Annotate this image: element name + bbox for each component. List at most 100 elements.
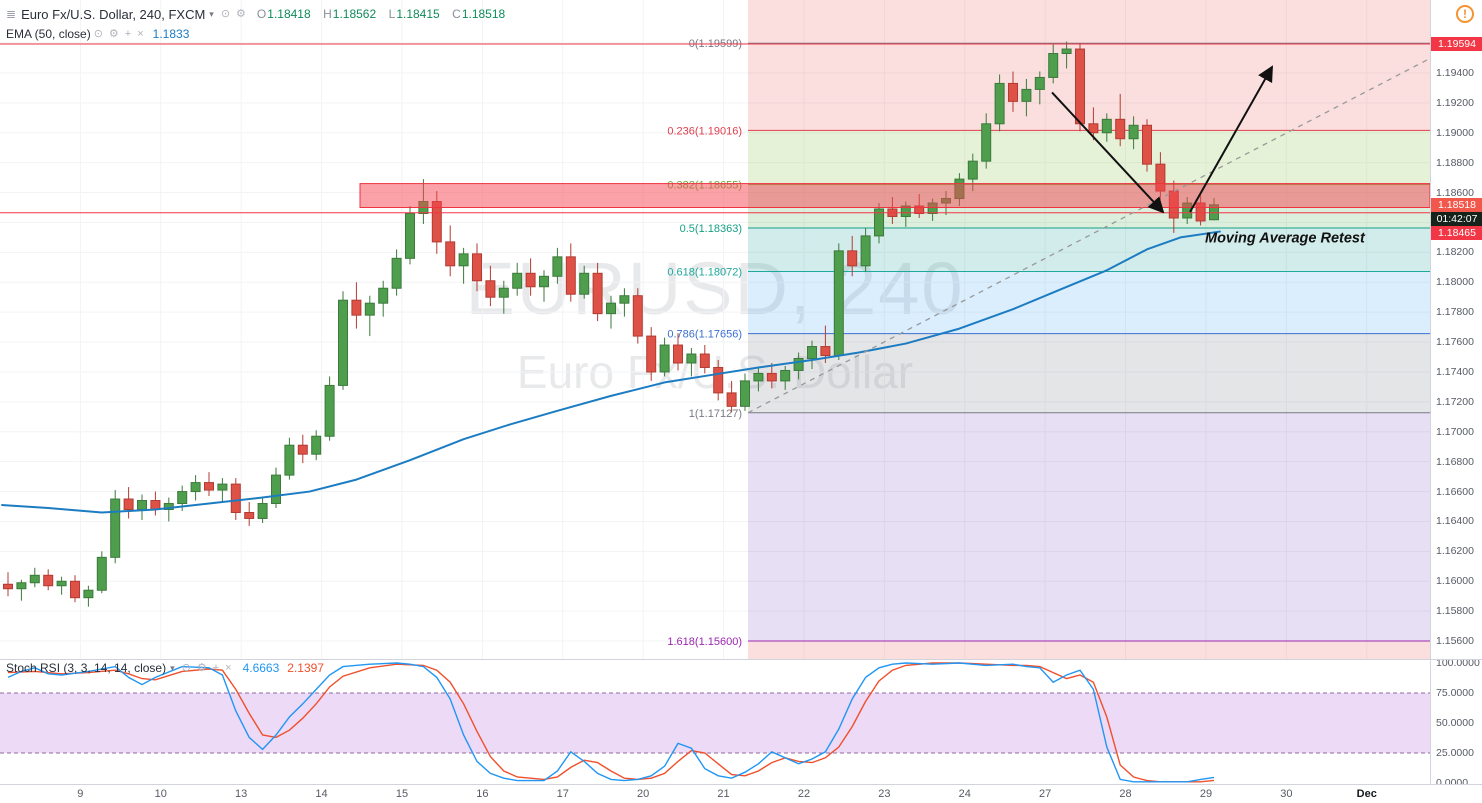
stoch-k-line[interactable] bbox=[7, 662, 1215, 783]
candle-body bbox=[565, 256, 576, 295]
fib-band bbox=[748, 333, 1430, 413]
ma-retest-annotation[interactable]: Moving Average Retest bbox=[1205, 230, 1366, 246]
price-tick-label: 1.17800 bbox=[1436, 306, 1474, 319]
warning-icon[interactable]: ! bbox=[1456, 5, 1474, 23]
gear-icon[interactable]: ⚙ bbox=[236, 8, 246, 20]
candle-body bbox=[324, 384, 335, 437]
price-tick-label: 1.19400 bbox=[1436, 66, 1474, 79]
candle-body bbox=[646, 335, 657, 373]
candle-body bbox=[592, 272, 603, 315]
candle-body bbox=[1048, 53, 1059, 78]
plus-icon[interactable]: + bbox=[124, 28, 132, 40]
time-tick-label: 24 bbox=[958, 788, 971, 800]
fib-band bbox=[748, 43, 1430, 131]
stoch-rsi-label[interactable]: Stoch RSI (3, 3, 14, 14, close) bbox=[6, 661, 167, 675]
candle-body bbox=[284, 444, 295, 476]
current-price-label: 1.18518 bbox=[1431, 197, 1482, 212]
price-tick-label: 1.16400 bbox=[1436, 515, 1474, 528]
candle-body bbox=[16, 582, 27, 590]
main-chart-canvas[interactable]: 0(1.19599)0.236(1.19016)0.382(1.18655)0.… bbox=[0, 0, 1430, 659]
annotation-arrow[interactable] bbox=[1051, 91, 1165, 214]
time-tick-label: 22 bbox=[797, 788, 811, 800]
menu-icon[interactable]: ≣ bbox=[6, 7, 17, 21]
close-value: 1.18518 bbox=[461, 7, 506, 21]
symbol-title[interactable]: Euro Fx/U.S. Dollar, 240, FXCM bbox=[21, 6, 206, 22]
fib-band bbox=[748, 130, 1430, 185]
candle-body bbox=[807, 346, 817, 360]
alert-price-label: 1.19594 bbox=[1431, 36, 1482, 51]
time-axis[interactable]: 9 10 13 14 15 16 17 20 21 22 23 24 27 28 29 30 Dec bbox=[0, 785, 1482, 803]
candle-body bbox=[96, 556, 107, 591]
fib-band bbox=[748, 641, 1430, 659]
price-tick-label: 1.16800 bbox=[1436, 455, 1474, 468]
annotation-arrow[interactable] bbox=[1189, 65, 1273, 213]
stoch-tick-label: 75.0000 bbox=[1436, 687, 1474, 699]
candle-body bbox=[994, 82, 1005, 125]
candle-body bbox=[498, 287, 509, 298]
close-icon[interactable]: × bbox=[137, 28, 144, 40]
candle-body bbox=[793, 358, 804, 371]
candle-body bbox=[579, 272, 590, 295]
eye-icon[interactable]: ⊙ bbox=[220, 8, 231, 20]
stoch-tick-label: 100.0000 bbox=[1436, 657, 1480, 669]
time-tick-label: 29 bbox=[1199, 788, 1213, 800]
candle-body bbox=[1088, 123, 1099, 134]
dashed-trendline[interactable] bbox=[747, 58, 1429, 414]
ema-label[interactable]: EMA (50, close) bbox=[6, 27, 91, 41]
eye-icon[interactable]: ⊙ bbox=[181, 662, 191, 674]
chart-legend: ≣ Euro Fx/U.S. Dollar, 240, FXCM ▾ ⊙ ⚙ O… bbox=[6, 4, 505, 44]
candle-body bbox=[391, 257, 402, 289]
candle-body bbox=[539, 275, 549, 288]
candle-body bbox=[364, 302, 375, 316]
pane-separator[interactable] bbox=[0, 659, 1482, 660]
stoch-band bbox=[0, 693, 1430, 753]
candle-body bbox=[874, 208, 884, 237]
fib-band bbox=[748, 412, 1430, 642]
candle-body bbox=[56, 580, 67, 587]
fib-band bbox=[748, 0, 1430, 44]
candle-body bbox=[525, 272, 536, 288]
candle-body bbox=[311, 435, 322, 455]
candle-body bbox=[458, 253, 469, 267]
eye-icon[interactable]: ⊙ bbox=[93, 28, 103, 40]
close-icon[interactable]: × bbox=[225, 662, 232, 674]
candle-body bbox=[445, 241, 456, 267]
price-tick-label: 1.19000 bbox=[1436, 126, 1474, 139]
stoch-tick-label: 25.0000 bbox=[1436, 747, 1474, 759]
price-tick-label: 1.17400 bbox=[1436, 365, 1474, 378]
candle-body bbox=[177, 491, 188, 505]
plus-icon[interactable]: + bbox=[212, 662, 220, 674]
fib-level-label: 1(1.17127) bbox=[689, 408, 742, 420]
candle-body bbox=[726, 392, 737, 407]
stoch-d-value: 2.1397 bbox=[287, 661, 324, 675]
candle-body bbox=[190, 482, 201, 493]
candle-body bbox=[1075, 48, 1085, 125]
candle-body bbox=[766, 372, 777, 382]
ema50-line[interactable] bbox=[1, 230, 1221, 514]
time-tick-label: 28 bbox=[1119, 788, 1132, 800]
price-tick-label: 1.15600 bbox=[1436, 635, 1474, 648]
low-value: 1.18415 bbox=[396, 7, 440, 21]
gear-icon[interactable]: ⚙ bbox=[108, 28, 119, 40]
high-value: 1.18562 bbox=[332, 7, 377, 21]
price-tick-label: 1.17200 bbox=[1436, 395, 1474, 408]
candle-body bbox=[472, 253, 482, 282]
red-zone-rectangle[interactable] bbox=[359, 183, 1430, 209]
candle-body bbox=[780, 369, 791, 382]
candle-body bbox=[699, 353, 710, 368]
candle-body bbox=[1061, 48, 1072, 55]
candle-body bbox=[619, 295, 630, 304]
price-axis[interactable]: 1.196001.194001.192001.190001.188001.186… bbox=[1430, 0, 1482, 789]
gear-icon[interactable]: ⚙ bbox=[196, 662, 207, 674]
fib-retracement[interactable]: 0(1.19599)0.236(1.19016)0.382(1.18655)0.… bbox=[667, 0, 1430, 659]
stoch-d-line[interactable] bbox=[7, 662, 1215, 783]
stoch-rsi-canvas[interactable] bbox=[0, 660, 1430, 785]
candle-body bbox=[552, 256, 563, 277]
candle-body bbox=[338, 299, 348, 386]
chevron-down-icon[interactable]: ▾ bbox=[209, 8, 214, 19]
chevron-down-icon[interactable]: ▾ bbox=[170, 662, 175, 673]
time-tick-label: 14 bbox=[315, 788, 328, 800]
price-tick-label: 1.18600 bbox=[1436, 186, 1474, 199]
candle-body bbox=[659, 344, 670, 373]
